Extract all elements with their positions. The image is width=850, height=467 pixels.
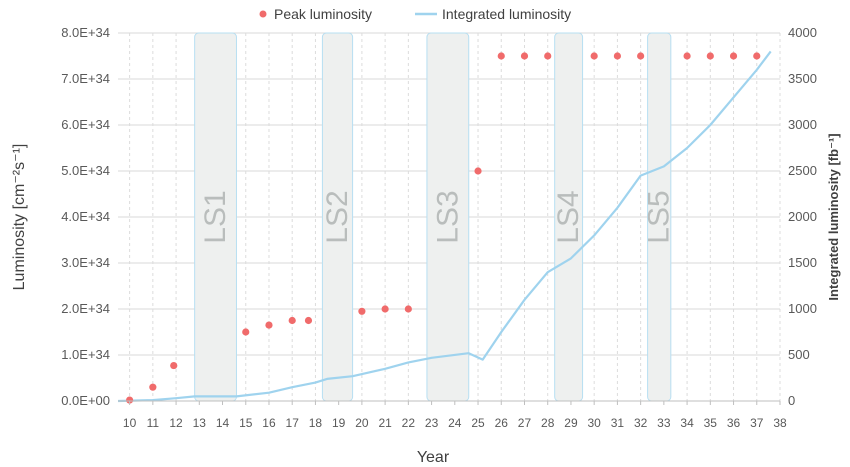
peak-luminosity-point <box>474 167 482 175</box>
shutdown-label: LS5 <box>643 190 676 243</box>
x-tick-label: 36 <box>727 416 741 430</box>
shutdown-label: LS3 <box>431 190 464 243</box>
peak-luminosity-point <box>706 52 714 60</box>
x-tick-label: 22 <box>402 416 416 430</box>
x-tick-label: 37 <box>750 416 764 430</box>
y-right-tick-label: 1000 <box>788 301 817 316</box>
peak-luminosity-point <box>126 396 134 404</box>
y-left-tick-label: 1.0E+34 <box>61 347 110 362</box>
legend: Peak luminosity Integrated luminosity <box>259 6 571 22</box>
y-left-tick-label: 3.0E+34 <box>61 255 110 270</box>
y-right-tick-label: 2000 <box>788 209 817 224</box>
y-left-tick-label: 6.0E+34 <box>61 117 110 132</box>
x-tick-label: 34 <box>680 416 694 430</box>
x-tick-label: 14 <box>216 416 230 430</box>
y-right-tick-label: 2500 <box>788 163 817 178</box>
legend-peak-label: Peak luminosity <box>274 6 372 22</box>
y-left-tick-label: 8.0E+34 <box>61 25 110 40</box>
x-tick-label: 25 <box>471 416 485 430</box>
integrated-luminosity-series <box>117 50 772 403</box>
peak-luminosity-point <box>520 52 529 60</box>
peak-luminosity-point <box>242 328 250 336</box>
x-tick-label: 16 <box>262 416 276 430</box>
x-tick-label: 35 <box>704 416 718 430</box>
peak-luminosity-point <box>753 52 761 60</box>
x-tick-label: 11 <box>147 416 160 430</box>
peak-luminosity-point <box>497 52 505 60</box>
peak-luminosity-point <box>729 52 738 60</box>
peak-luminosity-point <box>304 316 313 325</box>
x-tick-label: 26 <box>495 416 509 430</box>
x-tick-label: 13 <box>193 416 207 430</box>
legend-peak-marker <box>259 10 267 18</box>
shutdown-bands: LS1 LS2 LS3 LS4 LS5 <box>194 32 676 402</box>
x-tick-label: 20 <box>355 416 369 430</box>
peak-luminosity-point <box>288 316 296 325</box>
shutdown-label: LS2 <box>321 190 354 243</box>
y-left-tick-label: 4.0E+34 <box>61 209 110 224</box>
x-tick-label: 28 <box>541 416 555 430</box>
y-right-tick-label: 500 <box>788 347 810 362</box>
peak-luminosity-point <box>381 305 389 313</box>
x-axis-title: Year <box>417 449 450 466</box>
peak-luminosity-point <box>265 321 273 329</box>
shutdown-label: LS1 <box>199 190 232 243</box>
x-tick-label: 19 <box>332 416 346 430</box>
x-tick-label: 31 <box>611 416 625 430</box>
y-left-tick-label: 5.0E+34 <box>61 163 110 178</box>
y-axis-left-title: Luminosity [cm⁻²s⁻¹] <box>11 144 28 291</box>
peak-luminosity-point <box>358 307 366 315</box>
x-tick-label: 15 <box>239 416 253 430</box>
y-axis-right-title: Integrated luminosity [fb⁻¹] <box>826 133 841 300</box>
axes: 0.0E+00 0 1.0E+34 500 2.0E+34 1000 3.0E+34 1500… <box>61 25 817 430</box>
x-tick-label: 27 <box>518 416 532 430</box>
x-tick-label: 38 <box>773 416 787 430</box>
x-tick-label: 10 <box>123 416 137 430</box>
y-right-tick-label: 0 <box>788 393 795 408</box>
peak-luminosity-point <box>544 52 552 60</box>
y-right-tick-label: 3000 <box>788 117 817 132</box>
peak-luminosity-point <box>149 383 157 391</box>
y-left-tick-label: 2.0E+34 <box>61 301 110 316</box>
integrated-luminosity-line <box>117 50 772 403</box>
x-tick-label: 17 <box>286 416 300 430</box>
y-left-tick-label: 0.0E+00 <box>61 393 110 408</box>
x-tick-label: 32 <box>634 416 648 430</box>
peak-luminosity-point <box>590 52 598 60</box>
peak-luminosity-point <box>170 361 178 370</box>
x-tick-label: 30 <box>587 416 601 430</box>
y-left-tick-label: 7.0E+34 <box>61 71 110 86</box>
shutdown-label: LS4 <box>552 190 585 243</box>
peak-luminosity-point <box>637 52 645 60</box>
x-tick-label: 24 <box>448 416 462 430</box>
peak-luminosity-point <box>613 52 622 60</box>
x-tick-label: 21 <box>378 416 392 430</box>
peak-luminosity-point <box>404 305 412 313</box>
y-right-tick-label: 3500 <box>788 71 817 86</box>
x-tick-label: 29 <box>564 416 578 430</box>
x-tick-label: 12 <box>169 416 183 430</box>
legend-integrated-label: Integrated luminosity <box>442 6 571 22</box>
x-tick-label: 33 <box>657 416 671 430</box>
peak-luminosity-series <box>126 52 761 404</box>
y-right-tick-label: 4000 <box>788 25 817 40</box>
x-tick-label: 23 <box>425 416 439 430</box>
peak-luminosity-point <box>683 52 691 60</box>
y-right-tick-label: 1500 <box>788 255 817 270</box>
x-tick-label: 18 <box>309 416 323 430</box>
